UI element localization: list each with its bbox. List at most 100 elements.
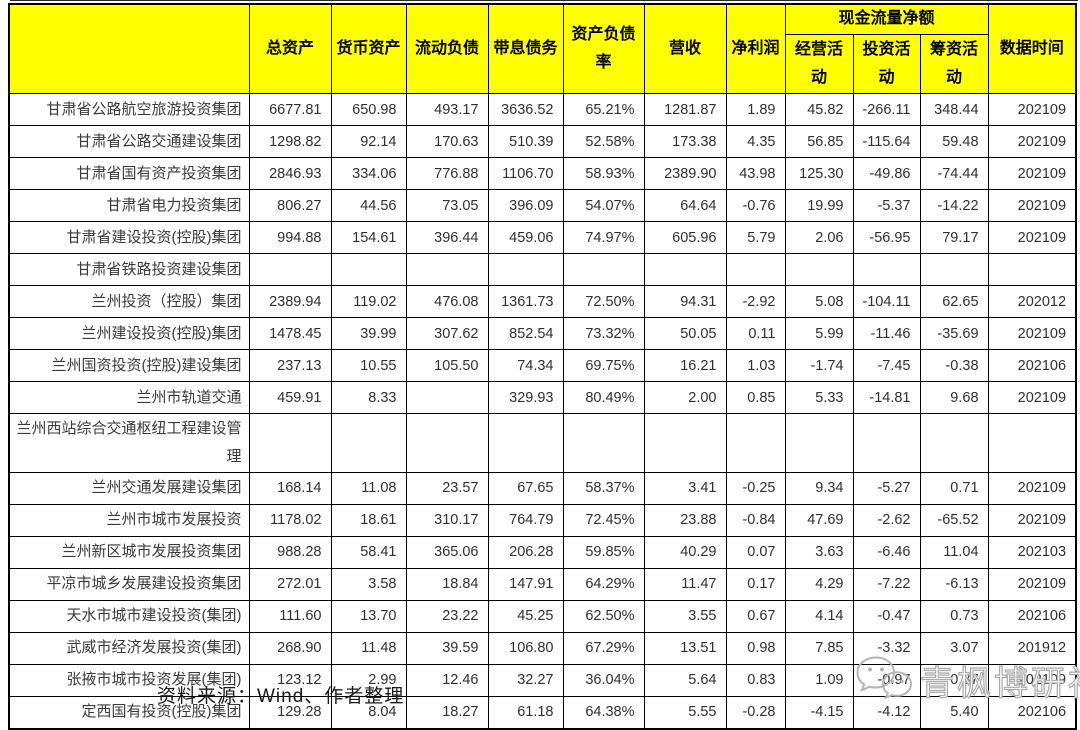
value-cell: 459.06 xyxy=(487,221,564,254)
value-cell: 0.85 xyxy=(725,381,786,414)
value-cell: 79.17 xyxy=(919,221,989,254)
value-cell: 1281.87 xyxy=(643,93,727,126)
company-name-cell: 甘肃省电力投资集团 xyxy=(8,189,250,222)
value-cell: -65.52 xyxy=(919,503,989,537)
value-cell: 173.38 xyxy=(643,125,727,158)
value-cell: 396.09 xyxy=(487,189,564,222)
value-cell: 11.04 xyxy=(919,535,989,569)
value-cell xyxy=(852,253,921,286)
financial-data-table: 总资产 货币资产 流动负债 带息债务 资产负债率 营收 净利润 现金流量净额 数… xyxy=(8,3,1078,730)
table-row: 兰州投资（控股）集团 2389.94 119.02 476.08 1361.73 72.5… xyxy=(8,285,1077,318)
value-cell: 329.93 xyxy=(487,381,564,414)
value-cell: 2.06 xyxy=(784,221,854,254)
header-data-time: 数据时间 xyxy=(987,3,1077,94)
value-cell: 16.21 xyxy=(643,349,727,382)
value-cell: 129.28 xyxy=(248,695,332,729)
value-cell: 111.60 xyxy=(248,599,332,633)
value-cell: 45.82 xyxy=(784,93,854,126)
table-body: 甘肃省公路航空旅游投资集团 6677.81 650.98 493.17 3636.52 6… xyxy=(8,93,1077,729)
value-cell: 348.44 xyxy=(919,93,989,126)
value-cell: 202109 xyxy=(987,381,1077,414)
value-cell: 806.27 xyxy=(248,189,332,222)
value-cell: -6.46 xyxy=(852,535,921,569)
table-row: 甘肃省建设投资(控股)集团 994.88 154.61 396.44 459.06 74.… xyxy=(8,221,1077,254)
source-note: 资料来源：Wind、作者整理 xyxy=(157,686,405,707)
company-name-cell: 甘肃省公路航空旅游投资集团 xyxy=(8,93,250,126)
value-cell: 202109 xyxy=(987,471,1077,505)
value-cell: 1361.73 xyxy=(487,285,564,318)
value-cell: 64.64 xyxy=(643,189,727,222)
value-cell: -0.97 xyxy=(852,663,921,697)
value-cell: 62.50% xyxy=(562,599,645,633)
value-cell: -14.81 xyxy=(852,381,921,414)
value-cell xyxy=(487,413,564,473)
value-cell: -5.37 xyxy=(852,189,921,222)
value-cell: 202109 xyxy=(987,125,1077,158)
value-cell: 45.25 xyxy=(487,599,564,633)
value-cell: 396.44 xyxy=(405,221,489,254)
value-cell: 69.75% xyxy=(562,349,645,382)
value-cell: 13.51 xyxy=(643,631,727,665)
value-cell xyxy=(562,413,645,473)
value-cell: 202106 xyxy=(987,695,1077,729)
value-cell: 7.85 xyxy=(784,631,854,665)
header-row-sub: 经营活动 投资活动 筹资活动 xyxy=(9,34,1076,94)
value-cell: 1478.45 xyxy=(248,317,332,350)
header-financing-activities: 筹资活动 xyxy=(919,34,989,94)
value-cell: 1106.70 xyxy=(487,157,564,190)
value-cell: -115.64 xyxy=(852,125,921,158)
table-row: 兰州市轨道交通 459.91 8.33 329.93 80.49% 2.00 0.85 5.3… xyxy=(8,381,1077,414)
value-cell: 65.21% xyxy=(562,93,645,126)
value-cell: 2846.93 xyxy=(248,157,332,190)
value-cell: 11.48 xyxy=(330,631,407,665)
value-cell xyxy=(643,413,727,473)
company-name-cell: 甘肃省铁路投资建设集团 xyxy=(8,253,250,286)
value-cell: 202109 xyxy=(987,503,1077,537)
value-cell xyxy=(248,413,332,473)
value-cell: 72.45% xyxy=(562,503,645,537)
value-cell: 61.18 xyxy=(487,695,564,729)
value-cell: 365.06 xyxy=(405,535,489,569)
table-row: 甘肃省公路交通建设集团 1298.82 92.14 170.63 510.39 52.58… xyxy=(8,125,1077,158)
company-name-cell: 武威市经济发展投资(集团) xyxy=(8,631,250,665)
value-cell: 3.41 xyxy=(643,471,727,505)
value-cell: 18.84 xyxy=(405,567,489,601)
value-cell: 202106 xyxy=(987,349,1077,382)
header-row-top: 总资产 货币资产 流动负债 带息债务 资产负债率 营收 净利润 现金流量净额 数… xyxy=(8,3,1077,94)
value-cell: 4.35 xyxy=(725,125,786,158)
value-cell xyxy=(248,253,332,286)
value-cell xyxy=(725,413,786,473)
value-cell: 310.17 xyxy=(405,503,489,537)
value-cell: 2389.90 xyxy=(643,157,727,190)
table-row: 甘肃省铁路投资建设集团 xyxy=(8,253,1077,286)
value-cell: 0.73 xyxy=(919,599,989,633)
table-header: 总资产 货币资产 流动负债 带息债务 资产负债率 营收 净利润 现金流量净额 数… xyxy=(8,3,1077,94)
value-cell: 0.71 xyxy=(919,471,989,505)
value-cell: 994.88 xyxy=(248,221,332,254)
header-revenue: 营收 xyxy=(643,3,727,94)
value-cell: 73.05 xyxy=(405,189,489,222)
value-cell: 268.90 xyxy=(248,631,332,665)
value-cell xyxy=(852,413,921,473)
value-cell: 119.02 xyxy=(330,285,407,318)
table-row: 兰州西站综合交通枢纽工程建设管理 xyxy=(8,413,1077,473)
value-cell: 11.47 xyxy=(643,567,727,601)
value-cell xyxy=(725,253,786,286)
value-cell xyxy=(405,253,489,286)
value-cell: 47.69 xyxy=(784,503,854,537)
value-cell: 50.05 xyxy=(643,317,727,350)
value-cell: 43.98 xyxy=(725,157,786,190)
value-cell: 64.29% xyxy=(562,567,645,601)
value-cell: 3636.52 xyxy=(487,93,564,126)
value-cell: 2.00 xyxy=(643,381,727,414)
value-cell: -3.32 xyxy=(852,631,921,665)
top-border-line xyxy=(10,0,1078,1)
value-cell: 23.88 xyxy=(643,503,727,537)
value-cell: 202109 xyxy=(987,317,1077,350)
company-name-cell: 甘肃省公路交通建设集团 xyxy=(8,125,250,158)
company-name-cell: 兰州投资（控股）集团 xyxy=(8,285,250,318)
value-cell xyxy=(562,253,645,286)
value-cell: 202109 xyxy=(987,663,1077,697)
value-cell: -1.74 xyxy=(784,349,854,382)
value-cell: 3.58 xyxy=(330,567,407,601)
